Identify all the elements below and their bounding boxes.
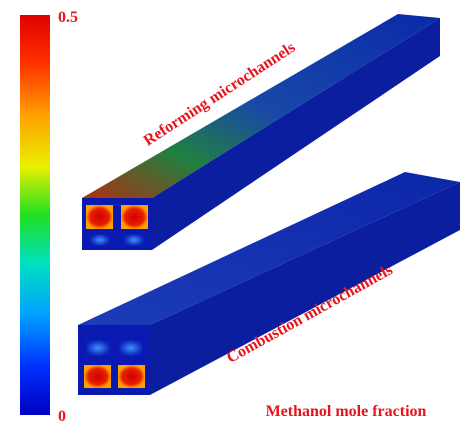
reforming-block [82,14,440,250]
quantity-label: Methanol mole fraction [266,403,427,420]
colorbar-max-label: 0.5 [58,9,78,26]
colorbar-min-label: 0 [58,408,66,425]
colorbar [20,15,50,415]
combustion-block [78,172,460,395]
